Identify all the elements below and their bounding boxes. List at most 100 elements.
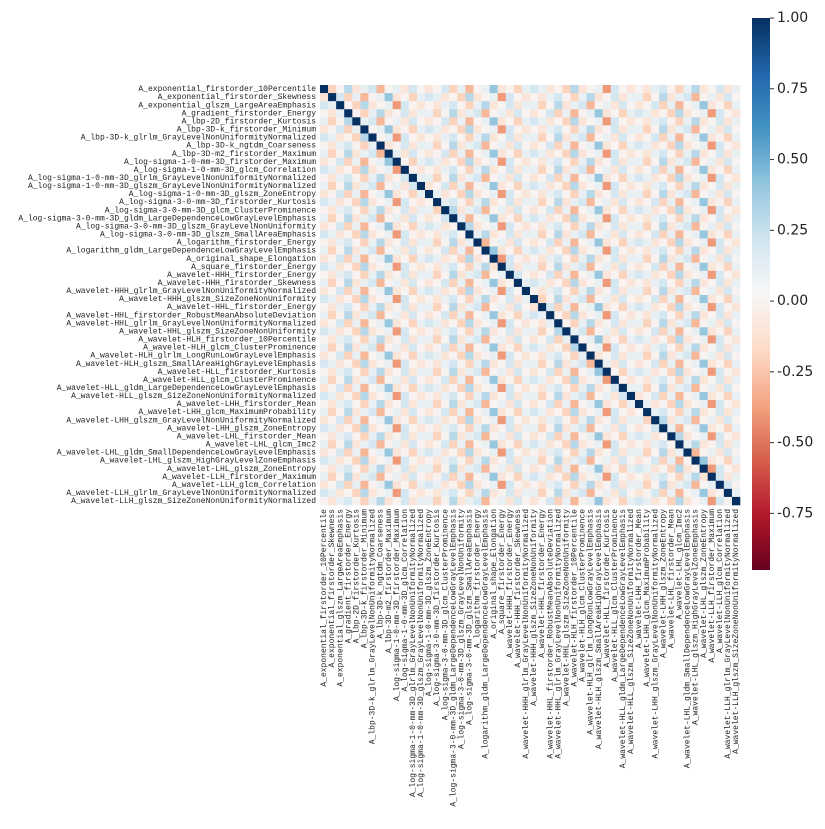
cell	[554, 472, 563, 482]
cell	[683, 464, 692, 473]
cell	[360, 117, 369, 126]
cell	[530, 488, 539, 498]
cell	[457, 335, 466, 344]
cell	[635, 456, 644, 465]
cell	[425, 367, 434, 377]
cell	[481, 222, 490, 231]
cell	[731, 230, 741, 239]
cell	[731, 335, 741, 344]
cell	[683, 165, 692, 175]
cell	[497, 254, 507, 263]
cell	[618, 311, 628, 320]
cell	[473, 448, 482, 457]
cell	[651, 141, 660, 150]
cell	[392, 424, 402, 433]
cell	[715, 375, 725, 385]
cell	[578, 408, 587, 417]
cell	[691, 367, 700, 377]
cell	[408, 343, 418, 352]
cell	[618, 383, 628, 393]
cell	[594, 383, 603, 393]
cell	[497, 149, 507, 158]
cell	[707, 303, 717, 312]
cell	[513, 206, 523, 215]
cell	[562, 117, 571, 126]
cell	[643, 125, 652, 134]
cell	[610, 181, 620, 191]
cell	[505, 93, 515, 102]
cell	[320, 432, 329, 441]
cell	[384, 214, 393, 223]
cell	[416, 424, 426, 433]
cell	[651, 101, 660, 110]
cell	[497, 133, 507, 142]
cell	[449, 254, 458, 263]
cell	[538, 472, 547, 482]
cell	[352, 254, 361, 263]
cell	[675, 214, 684, 223]
cell	[626, 367, 636, 377]
cell	[731, 198, 741, 207]
cell	[441, 141, 450, 150]
cell	[618, 117, 628, 126]
cell	[586, 254, 595, 263]
cell	[691, 408, 700, 417]
cell	[449, 488, 458, 498]
cell	[683, 125, 692, 134]
x-tick-label: A_wavelet-LHL_glszm_ZoneEntropy	[700, 509, 709, 658]
cell	[675, 93, 684, 102]
cell	[562, 206, 571, 215]
cell	[425, 133, 434, 142]
cell	[328, 359, 337, 368]
cell	[392, 238, 402, 247]
cell	[384, 375, 393, 385]
cell	[651, 198, 660, 207]
cell	[659, 125, 668, 134]
cell	[481, 190, 490, 199]
cell	[659, 424, 668, 433]
x-tick-label: A_log-sigma-1-0-mm-3D_glszm_GrayLevelNon…	[417, 509, 426, 797]
cell	[416, 262, 426, 272]
cell	[610, 367, 620, 377]
cell	[699, 432, 708, 441]
cell	[433, 480, 442, 490]
cell	[505, 295, 515, 304]
cell	[715, 295, 725, 304]
cell	[400, 311, 410, 320]
cell	[699, 230, 708, 239]
cell	[554, 456, 563, 465]
cell	[368, 190, 377, 199]
cell	[731, 359, 741, 368]
cell	[352, 408, 361, 417]
cell	[489, 101, 498, 110]
cell	[659, 165, 668, 175]
cell	[328, 270, 337, 280]
cell	[433, 319, 442, 328]
cell	[554, 367, 563, 377]
cell	[368, 133, 377, 142]
cell	[667, 278, 676, 288]
cell	[489, 488, 498, 498]
cell	[465, 311, 474, 320]
cell	[618, 295, 628, 304]
cell	[513, 319, 523, 328]
y-tick-label: A_wavelet-LLH_glcm_Correlation	[172, 481, 316, 490]
cell	[651, 343, 660, 352]
cell	[449, 400, 458, 409]
cell	[610, 472, 620, 482]
cell	[473, 391, 482, 401]
cell	[368, 400, 377, 409]
cell	[320, 238, 329, 247]
cell	[667, 383, 676, 393]
cell	[594, 319, 603, 328]
x-tick-label: A_wavelet-LHL_glszm_HighGrayLevelZoneEmp…	[692, 509, 701, 725]
cell	[530, 480, 539, 490]
cell	[659, 327, 668, 336]
x-tick-label: A_wavelet-HHH_firstorder_Skewness	[514, 509, 523, 668]
cell	[400, 464, 410, 473]
cell	[521, 351, 531, 360]
cell	[578, 343, 587, 352]
y-tick-label: A_exponential_firstorder_Skewness	[158, 93, 317, 102]
cell	[618, 165, 628, 175]
cell	[570, 238, 579, 247]
